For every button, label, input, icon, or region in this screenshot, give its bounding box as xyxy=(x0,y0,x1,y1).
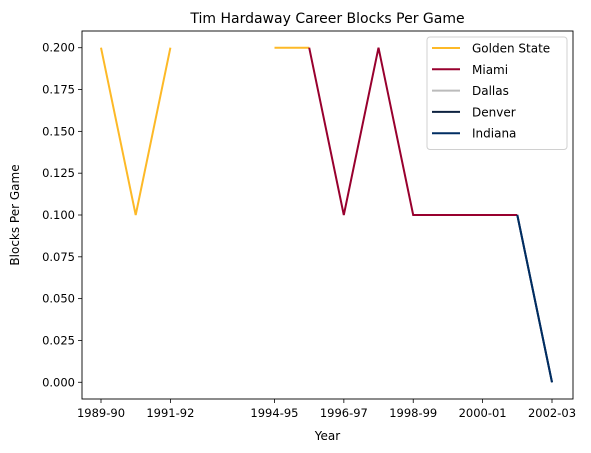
y-tick-label: 0.025 xyxy=(42,333,75,347)
chart-title: Tim Hardaway Career Blocks Per Game xyxy=(189,11,464,27)
y-tick-label: 0.100 xyxy=(42,208,75,222)
legend-label: Indiana xyxy=(472,127,516,141)
series-line-miami xyxy=(308,47,518,216)
series-line-golden-state xyxy=(100,46,310,216)
x-tick-label: 1989-90 xyxy=(77,406,125,420)
legend-box xyxy=(426,36,568,150)
x-tick-label: 1991-92 xyxy=(146,406,194,420)
x-tick-label: 2002-03 xyxy=(528,406,576,420)
x-tick-label: 1998-99 xyxy=(389,406,437,420)
y-tick-label: 0.050 xyxy=(42,292,75,306)
y-tick-label: 0.075 xyxy=(42,250,75,264)
legend-label: Denver xyxy=(472,105,516,119)
y-axis-title: Blocks Per Game xyxy=(8,164,22,265)
y-tick-label: 0.150 xyxy=(42,124,75,138)
series-line-indiana xyxy=(516,214,553,383)
legend-label: Golden State xyxy=(472,42,550,56)
x-tick-label: 1996-97 xyxy=(320,406,368,420)
plot-frame xyxy=(81,30,574,400)
y-tick-label: 0.000 xyxy=(42,375,75,389)
x-tick-label: 1994-95 xyxy=(250,406,298,420)
y-tick-label: 0.125 xyxy=(42,166,75,180)
legend-label: Miami xyxy=(472,63,508,77)
legend-label: Dallas xyxy=(472,84,509,98)
x-axis-title: Year xyxy=(314,429,340,443)
x-tick-label: 2000-01 xyxy=(459,406,507,420)
y-tick-label: 0.200 xyxy=(42,41,75,55)
y-tick-label: 0.175 xyxy=(42,83,75,97)
